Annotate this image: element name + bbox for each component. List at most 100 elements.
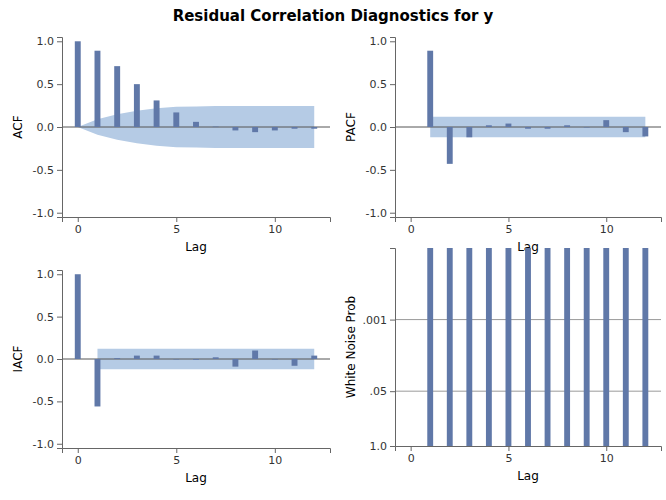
bar — [252, 127, 258, 132]
x-tick-label: 10 — [600, 223, 614, 236]
y-axis-title: White Noise Prob — [344, 296, 358, 398]
y-tick-mark — [390, 446, 395, 447]
y-axis-title: IACF — [11, 345, 25, 372]
chart: Residual Correlation Diagnostics for y 0 5… — [0, 0, 666, 500]
bar — [584, 127, 590, 129]
x-tick: 10 — [268, 448, 282, 467]
y-tick: -1.0 — [33, 207, 62, 220]
x-axis-line — [396, 447, 662, 452]
y-tick: 1.0 — [37, 35, 63, 48]
y-tick: -1.0 — [366, 207, 395, 220]
y-axis: -1.0-0.50.00.51.0 — [33, 35, 63, 219]
bar — [95, 51, 101, 127]
bar — [486, 125, 492, 127]
panel: 05101.0.05.001LagWhite Noise Prob — [344, 248, 662, 483]
bar — [252, 351, 258, 359]
y-axis-line — [57, 271, 63, 449]
x-tick-label: 10 — [600, 452, 614, 465]
y-tick-label: -1.0 — [33, 438, 54, 451]
bar — [95, 359, 101, 406]
y-tick-mark — [390, 320, 395, 321]
y-axis-line — [390, 249, 396, 447]
reference-line — [62, 359, 330, 360]
y-tick: -0.5 — [33, 395, 62, 408]
x-tick-mark — [606, 446, 607, 451]
bar — [603, 248, 609, 446]
x-axis: 0510 — [396, 217, 662, 236]
bar — [564, 125, 570, 127]
bar — [447, 127, 453, 164]
bar — [154, 100, 160, 127]
x-tick-mark — [78, 448, 79, 453]
panel: 0510-1.0-0.50.00.51.0LagIACF — [11, 268, 331, 485]
x-tick-label: 5 — [505, 452, 512, 465]
y-tick: 0.0 — [37, 121, 63, 134]
y-tick: .05 — [370, 385, 396, 398]
x-tick: 5 — [173, 448, 180, 467]
y-tick: -0.5 — [366, 164, 395, 177]
y-tick-label: -1.0 — [33, 207, 54, 220]
y-tick-mark — [57, 274, 62, 275]
y-tick-label: 0.5 — [370, 78, 388, 91]
x-tick: 10 — [268, 217, 282, 236]
y-axis-title: PACF — [344, 112, 358, 142]
panel: 0510-1.0-0.50.00.51.0LagACF — [11, 35, 331, 254]
x-tick-label: 0 — [75, 454, 82, 467]
x-axis-title: Lag — [185, 240, 207, 254]
x-axis-line — [396, 218, 662, 223]
bar — [545, 248, 551, 446]
y-tick: 0.5 — [37, 311, 63, 324]
bar — [213, 126, 219, 128]
bar — [134, 356, 140, 359]
bar — [642, 127, 648, 136]
y-tick-mark — [390, 213, 395, 214]
x-tick: 5 — [505, 217, 512, 236]
y-tick-label: 1.0 — [37, 35, 55, 48]
x-tick-label: 0 — [75, 223, 82, 236]
x-tick-mark — [508, 217, 509, 222]
bar — [232, 127, 238, 130]
y-tick-mark — [390, 170, 395, 171]
title: Residual Correlation Diagnostics for y — [173, 7, 494, 25]
y-tick-mark — [57, 317, 62, 318]
x-tick-mark — [275, 448, 276, 453]
bar — [506, 248, 512, 446]
y-tick-mark — [57, 84, 62, 85]
bar — [427, 51, 433, 127]
bar — [427, 248, 433, 446]
x-tick-mark — [176, 448, 177, 453]
bar — [545, 127, 551, 129]
x-tick: 0 — [75, 448, 82, 467]
bar — [603, 120, 609, 127]
y-tick-mark — [57, 213, 62, 214]
y-tick-mark — [57, 444, 62, 445]
x-tick-mark — [411, 446, 412, 451]
x-tick-label: 10 — [268, 454, 282, 467]
y-tick: 1.0 — [370, 35, 396, 48]
x-axis-line — [63, 449, 331, 454]
x-tick: 5 — [505, 446, 512, 465]
y-tick-mark — [57, 41, 62, 42]
y-tick-label: -0.5 — [33, 395, 54, 408]
bar — [292, 359, 298, 366]
y-axis-line — [57, 38, 63, 218]
y-tick-mark — [57, 401, 62, 402]
y-tick: 1.0 — [370, 440, 396, 453]
y-tick-mark — [390, 127, 395, 128]
y-tick: 0.5 — [370, 78, 396, 91]
plot-area — [395, 51, 661, 164]
bar — [134, 84, 140, 127]
y-tick-label: -0.5 — [33, 164, 54, 177]
y-tick: 0.0 — [37, 353, 63, 366]
y-tick-label: -0.5 — [366, 164, 387, 177]
y-tick-label: -1.0 — [366, 207, 387, 220]
x-tick: 5 — [173, 217, 180, 236]
y-tick-label: 1.0 — [370, 35, 388, 48]
y-axis: -1.0-0.50.00.51.0 — [33, 268, 63, 451]
bar — [114, 66, 120, 127]
bar — [272, 359, 278, 361]
y-axis: -1.0-0.50.00.51.0 — [366, 35, 396, 219]
bar — [525, 127, 531, 129]
x-tick-label: 5 — [173, 454, 180, 467]
x-tick-mark — [176, 217, 177, 222]
